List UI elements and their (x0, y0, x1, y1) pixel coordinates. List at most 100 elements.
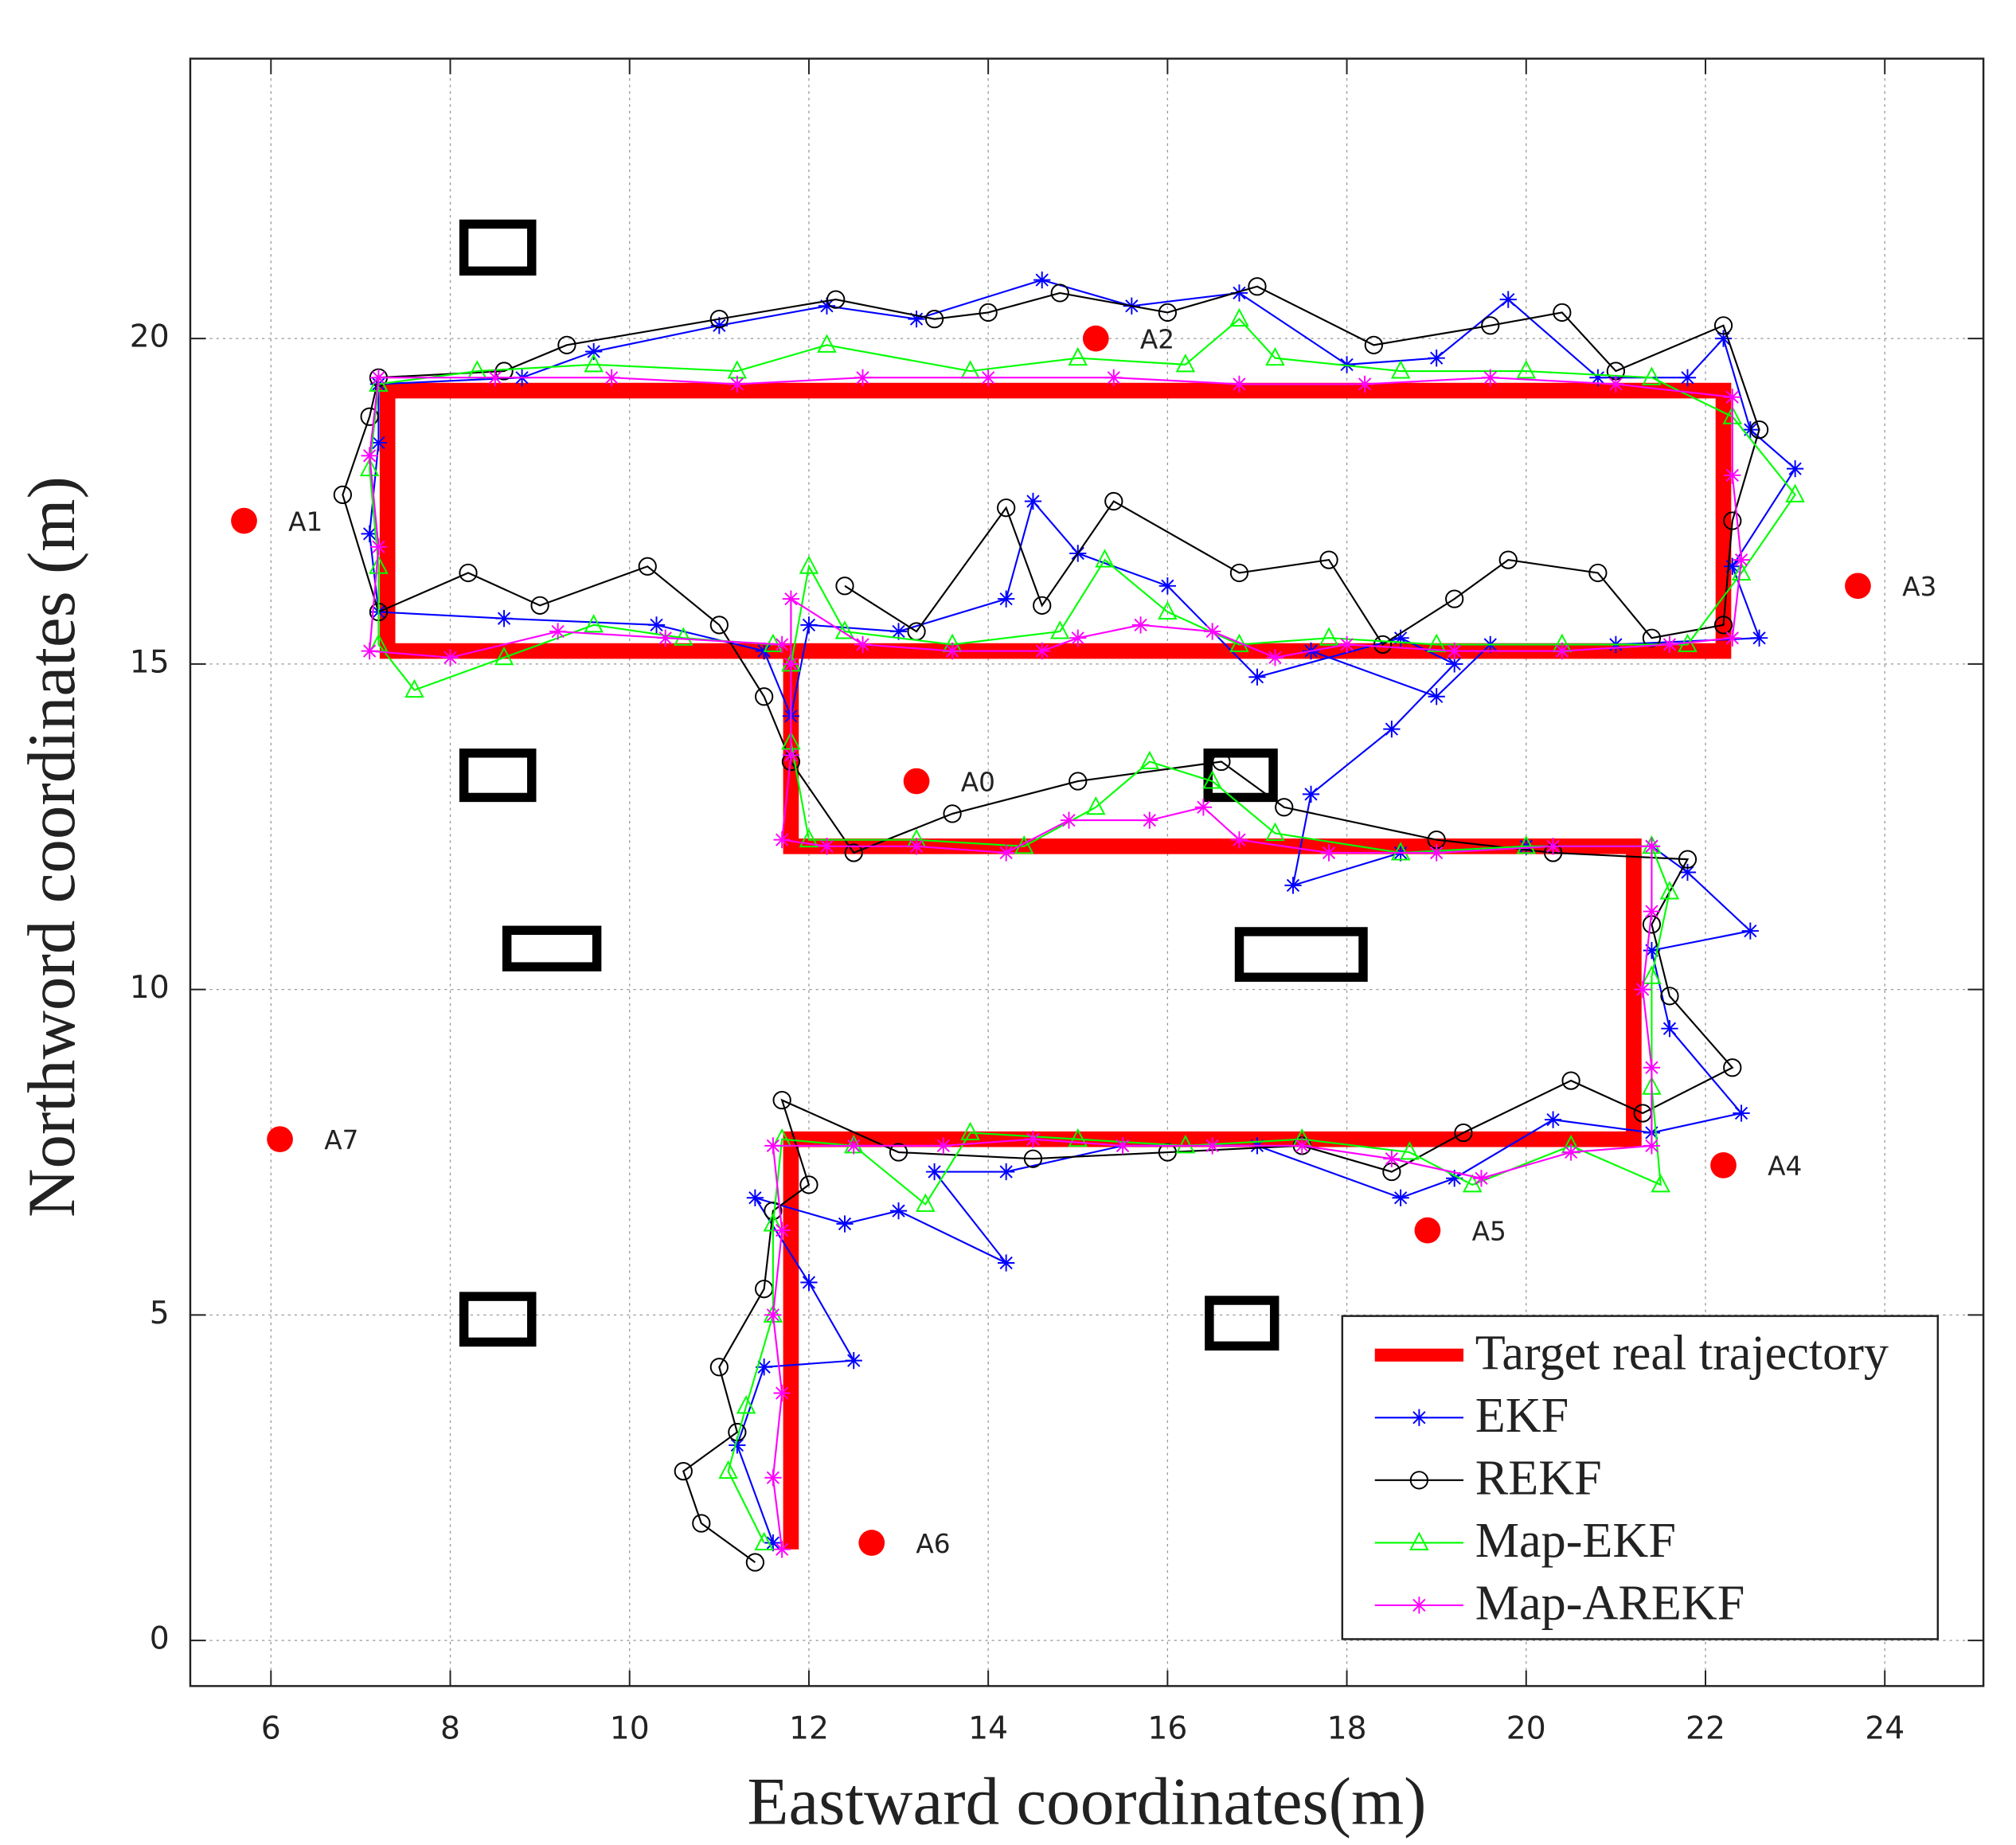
marker (1364, 335, 1383, 354)
marker (1642, 965, 1662, 984)
marker (1678, 863, 1697, 881)
marker (854, 635, 872, 654)
marker (647, 616, 666, 634)
marker (1678, 850, 1698, 869)
marker (1724, 467, 1741, 484)
marker (1158, 600, 1178, 620)
marker (773, 1541, 791, 1558)
marker (361, 447, 378, 464)
series (359, 307, 1805, 1551)
marker (1749, 420, 1769, 440)
marker (835, 577, 854, 596)
marker (799, 828, 819, 848)
marker (1319, 550, 1338, 569)
marker (1248, 277, 1267, 296)
marker (729, 1437, 746, 1454)
marker (1634, 981, 1651, 999)
marker (674, 1462, 693, 1481)
anchor (903, 768, 930, 795)
marker (745, 1553, 764, 1572)
marker (1714, 330, 1733, 347)
marker (1230, 284, 1248, 302)
marker (889, 623, 908, 640)
marker (924, 310, 944, 329)
marker (584, 354, 604, 373)
x-tick-label: 8 (440, 1711, 460, 1747)
anchor-label: A1 (288, 506, 322, 537)
marker (557, 335, 576, 354)
marker (486, 369, 504, 386)
marker (1544, 838, 1562, 855)
obstacle (1234, 927, 1368, 982)
marker (1069, 629, 1087, 647)
legend-label: Map-AREKF (1475, 1576, 1745, 1630)
marker (1202, 770, 1222, 789)
x-tick-label: 12 (789, 1711, 829, 1747)
obstacle (459, 749, 537, 803)
marker (1212, 752, 1231, 772)
marker (944, 642, 961, 660)
marker (1158, 303, 1177, 322)
marker (799, 1175, 819, 1194)
marker (1553, 642, 1571, 660)
marker (1426, 633, 1447, 652)
marker (1427, 831, 1446, 850)
legend-marker (1410, 1409, 1428, 1426)
marker (1589, 369, 1607, 386)
marker (1724, 557, 1741, 575)
marker (1266, 649, 1284, 666)
marker (1607, 375, 1625, 393)
marker (800, 1273, 818, 1292)
marker (1373, 635, 1393, 654)
marker (1516, 360, 1537, 379)
legend-marker (1409, 1531, 1429, 1550)
marker (979, 369, 997, 386)
marker (763, 1213, 783, 1232)
marker (1284, 877, 1302, 894)
marker (1723, 1058, 1742, 1077)
marker (1428, 350, 1445, 367)
marker (836, 1215, 854, 1233)
legend: Target real trajectory EKF REKF Map-EKF Map-… (1341, 1315, 1940, 1640)
marker (764, 1469, 782, 1487)
marker (1733, 551, 1750, 569)
marker (764, 1137, 782, 1155)
marker (1392, 1189, 1409, 1206)
marker (1033, 642, 1051, 660)
anchor (1414, 1217, 1441, 1244)
marker (404, 678, 424, 698)
marker (1561, 1071, 1580, 1090)
legend-marker (1409, 1471, 1429, 1490)
marker (746, 1189, 764, 1206)
marker (782, 746, 800, 764)
marker (1446, 642, 1463, 660)
marker (1114, 1137, 1131, 1155)
marker (764, 1306, 782, 1324)
marker (908, 310, 925, 328)
marker (709, 310, 729, 329)
marker (710, 317, 728, 334)
y-tick-label: 15 (130, 644, 170, 680)
marker (1265, 346, 1285, 366)
marker (998, 844, 1015, 862)
marker (1713, 316, 1733, 335)
marker (692, 1514, 711, 1533)
marker (1786, 460, 1804, 478)
x-tick-label: 10 (610, 1711, 650, 1747)
anchor (1845, 573, 1871, 600)
marker (530, 596, 549, 615)
marker (782, 655, 800, 673)
marker (709, 1358, 729, 1377)
marker (1446, 655, 1463, 673)
anchor-label: A0 (961, 767, 995, 797)
marker (359, 457, 380, 477)
marker (1229, 563, 1249, 582)
marker (333, 485, 353, 504)
series (361, 369, 1750, 1558)
marker (638, 557, 657, 576)
marker (773, 1384, 791, 1402)
marker (1275, 798, 1294, 817)
marker (1049, 620, 1070, 639)
marker (1750, 629, 1768, 647)
